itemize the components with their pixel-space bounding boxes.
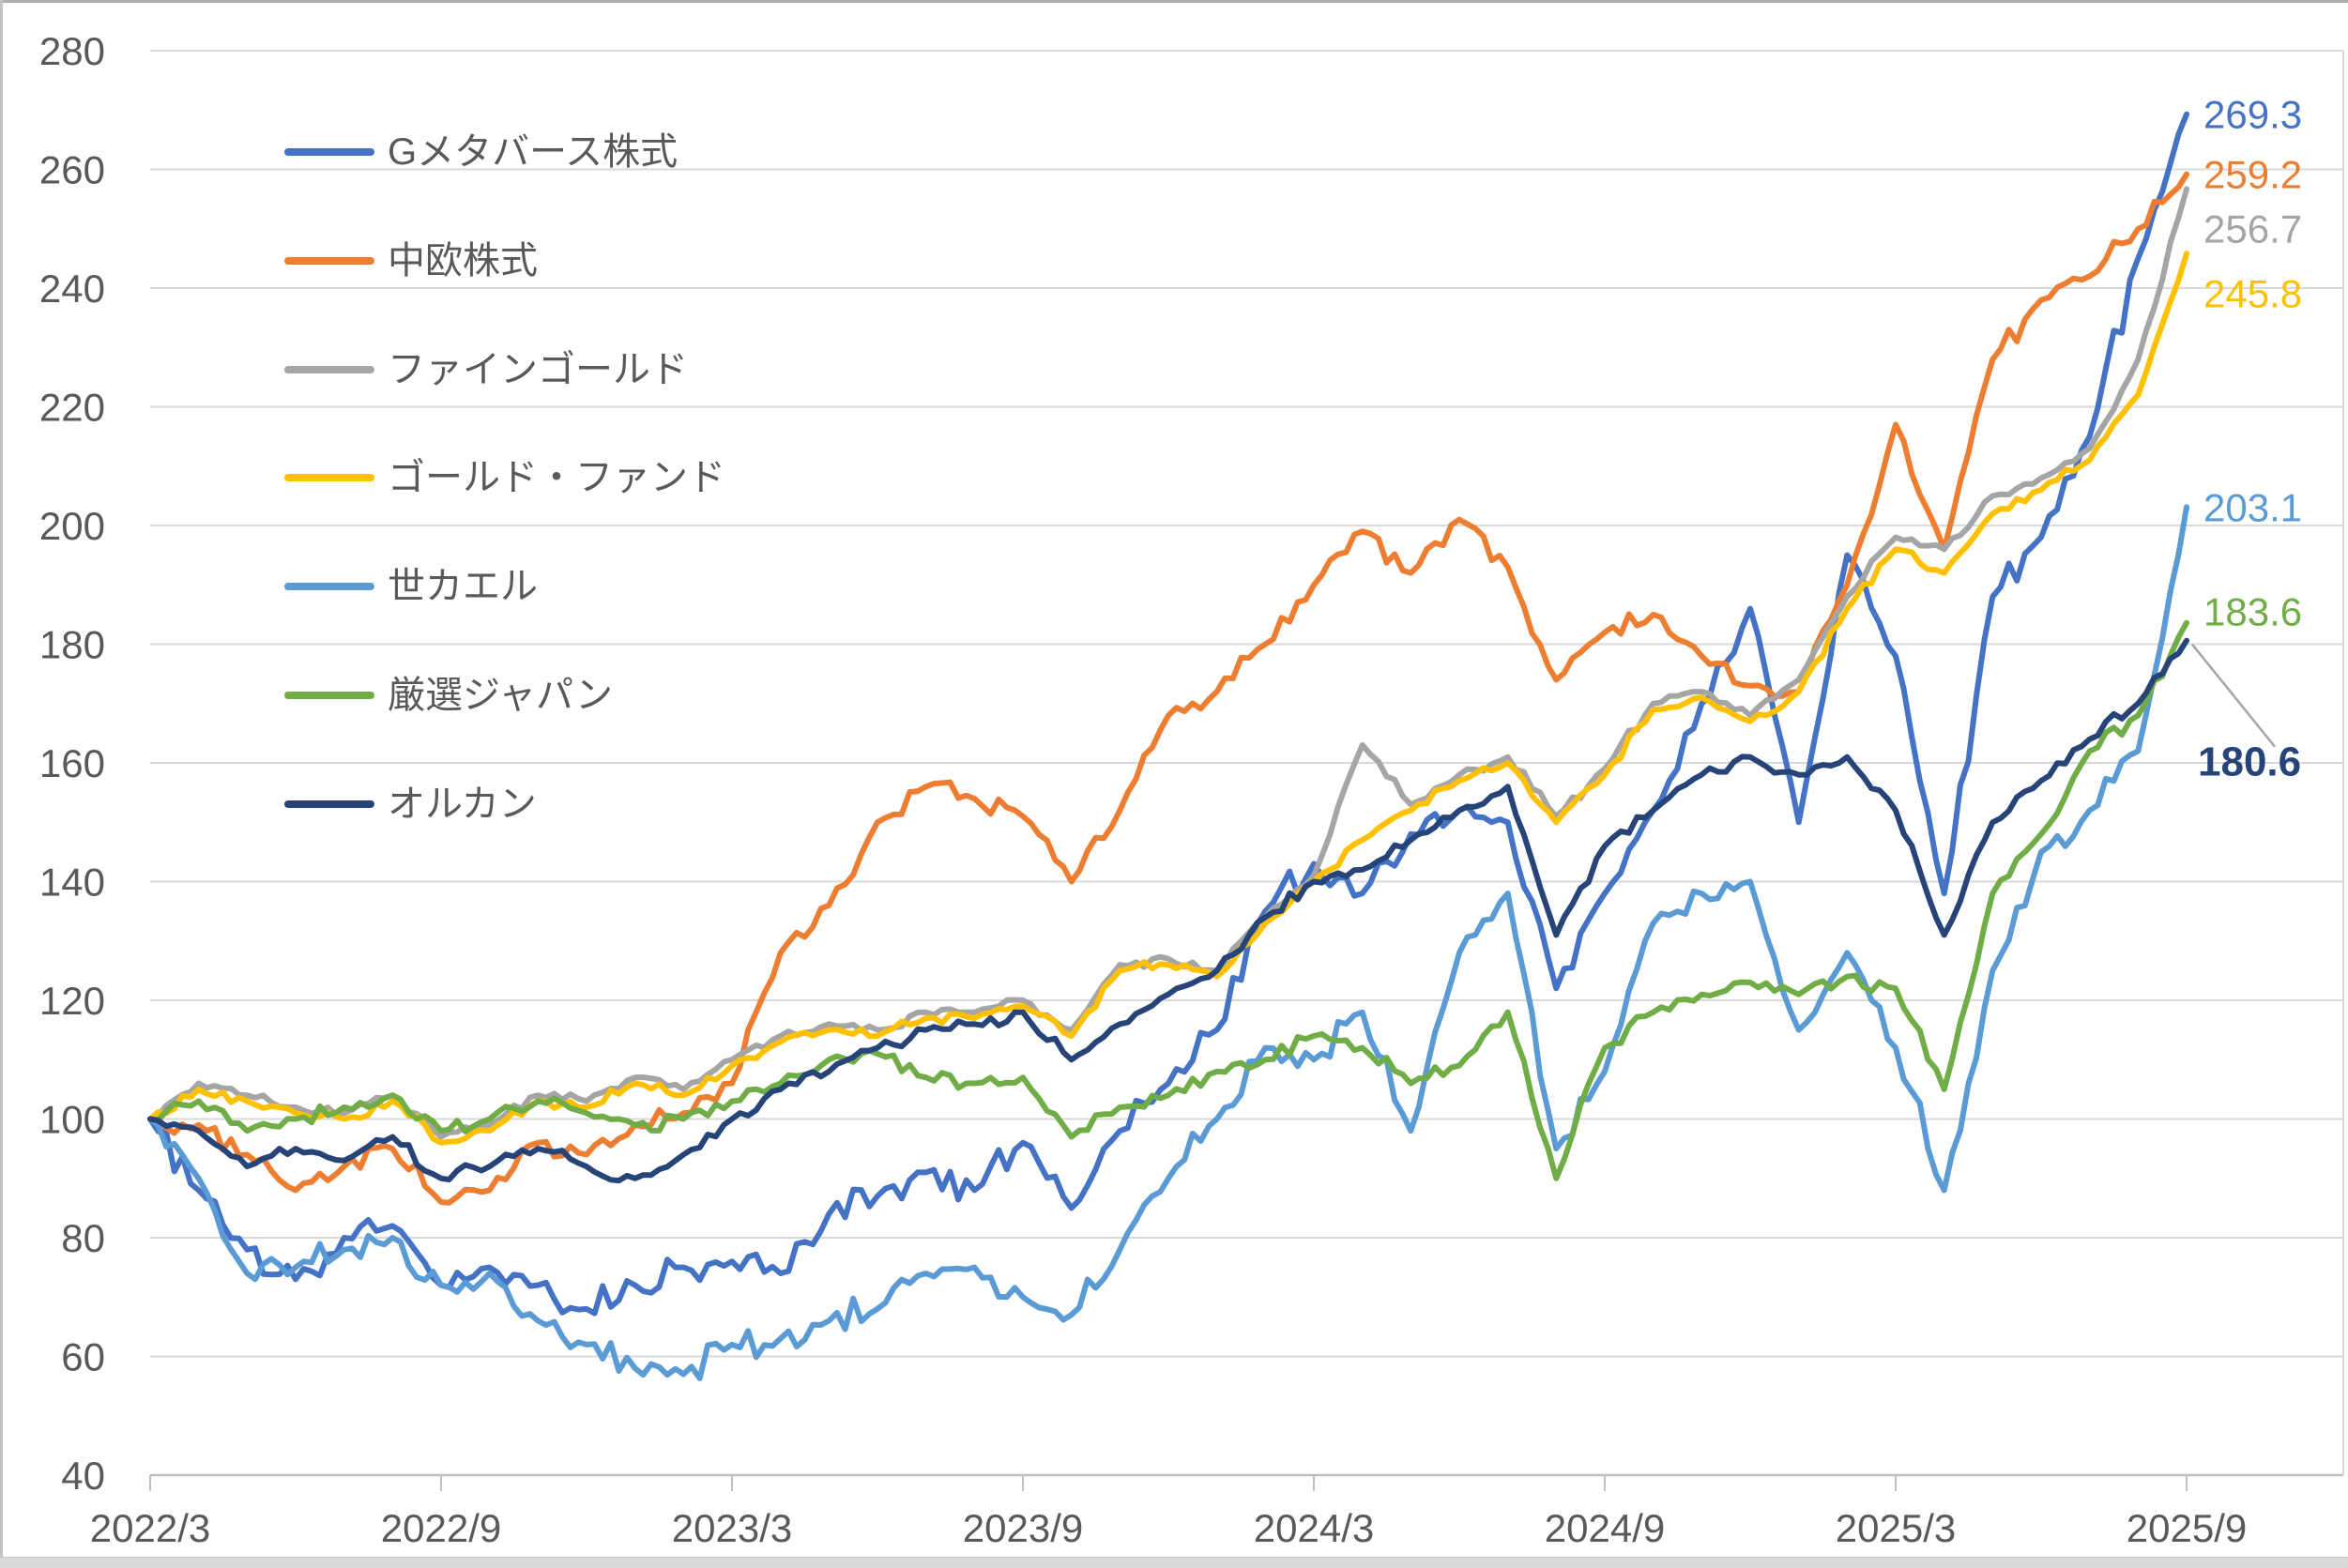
y-axis-label: 180	[39, 623, 105, 667]
legend-line-swatch	[284, 365, 374, 373]
legend-item-gensen-japan: 厳選ジャパン	[284, 674, 613, 717]
legend-item-g-metaverse: Gメタバース株式	[284, 130, 678, 174]
series-line-3	[147, 251, 2189, 1146]
screenshot-top-border	[0, 0, 2348, 3]
x-axis-label: 2025/3	[1836, 1506, 1956, 1550]
legend-line-swatch	[284, 583, 374, 591]
series-end-label-6: 180.6	[2198, 739, 2301, 785]
y-axis-label: 160	[39, 741, 105, 785]
legend-item-orukan: オルカン	[284, 783, 537, 826]
legend-item-sekaeru: 世カエル	[284, 565, 538, 608]
x-axis-label: 2023/3	[672, 1506, 792, 1550]
series-end-label-3: 245.8	[2203, 271, 2302, 315]
x-axis-label: 2024/3	[1254, 1506, 1374, 1550]
series-line-1	[147, 171, 2189, 1206]
y-axis-label: 220	[39, 386, 105, 430]
y-axis-label: 40	[61, 1454, 105, 1498]
series-end-label-1: 259.2	[2203, 153, 2302, 197]
series-line-2	[147, 186, 2189, 1140]
window-bottom-strip	[0, 1557, 2348, 1568]
callout-leader-line	[2191, 643, 2276, 748]
legend-label: ゴールド・ファンド	[388, 457, 725, 499]
y-axis-label: 260	[39, 148, 105, 192]
y-axis-label: 240	[39, 266, 105, 311]
legend-label: 厳選ジャパン	[388, 675, 613, 716]
screenshot-left-border	[0, 0, 3, 1567]
legend-label: 中欧株式	[388, 239, 538, 282]
y-axis-label: 100	[39, 1098, 105, 1142]
x-axis-label: 2022/9	[381, 1506, 501, 1550]
legend-label: 世カエル	[388, 566, 538, 608]
series-line-5	[147, 619, 2189, 1181]
series-end-label-2: 256.7	[2203, 206, 2302, 251]
legend-label: ファインゴールド	[388, 348, 688, 390]
legend-line-swatch	[284, 692, 374, 699]
legend-item-chuo-kabushiki: 中欧株式	[284, 239, 538, 282]
series-line-6	[147, 637, 2189, 1184]
series-end-label-5: 183.6	[2203, 590, 2302, 634]
y-axis-label: 60	[61, 1335, 105, 1379]
legend-item-gold-fund: ゴールド・ファンド	[284, 456, 725, 499]
legend-line-swatch	[284, 148, 374, 156]
legend-line-swatch	[284, 474, 374, 482]
y-axis-label: 80	[61, 1216, 105, 1260]
legend-label: オルカン	[388, 783, 537, 825]
x-axis-label: 2024/9	[1545, 1506, 1665, 1550]
x-axis-label: 2025/9	[2127, 1506, 2247, 1550]
y-axis-label: 120	[39, 979, 105, 1023]
y-axis-label: 280	[39, 29, 105, 73]
y-axis-label: 200	[39, 504, 105, 548]
legend-label: Gメタバース株式	[388, 131, 678, 173]
series-line-0	[147, 111, 2189, 1317]
series-line-4	[147, 504, 2189, 1381]
series-end-label-4: 203.1	[2203, 485, 2302, 529]
legend-item-fine-gold: ファインゴールド	[284, 348, 688, 391]
series-end-label-0: 269.3	[2203, 93, 2302, 137]
legend-line-swatch	[284, 799, 374, 808]
x-axis-label: 2023/9	[963, 1506, 1083, 1550]
x-axis-label: 2022/3	[90, 1506, 210, 1550]
legend-line-swatch	[284, 256, 374, 265]
y-axis-label: 140	[39, 860, 105, 905]
